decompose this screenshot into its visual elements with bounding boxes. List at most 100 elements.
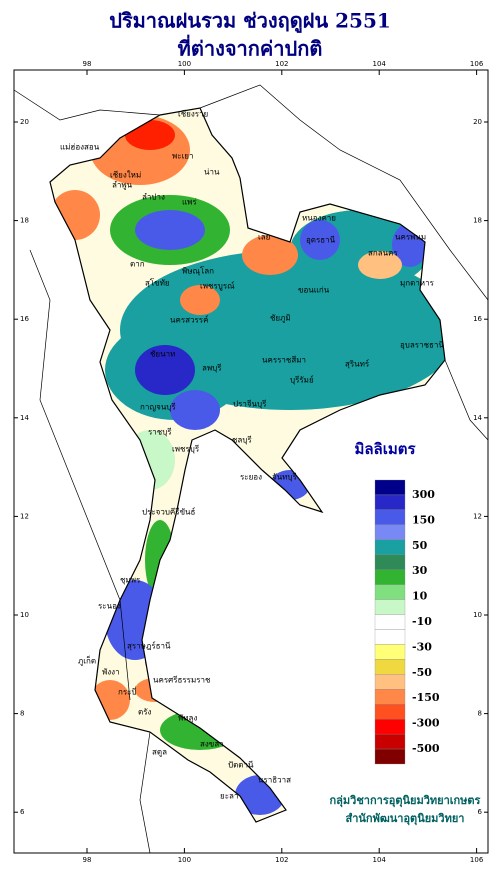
province: ชลบุรี [232, 436, 252, 445]
lon-tick-label: 98 [83, 60, 92, 68]
lat-tick-label: 16 [20, 315, 29, 323]
legend-label: -10 [412, 615, 432, 628]
legend-label: -150 [412, 691, 440, 704]
legend-swatch [374, 569, 406, 585]
lon-tick-label: 102 [275, 856, 288, 864]
lat-tick-label: 20 [20, 118, 29, 126]
province: แม่ฮ่องสอน [60, 143, 100, 152]
province: ปราจีนบุรี [233, 400, 267, 409]
lat-tick-label: 20 [473, 118, 482, 126]
lat-tick-label: 18 [473, 217, 482, 225]
province: จันทบุรี [272, 473, 298, 482]
legend-swatch [374, 614, 406, 630]
legend: 300 150 50 30 10 -10 -30 -50 -150 -300 -500 [374, 479, 440, 765]
province: สกลนคร [368, 249, 398, 258]
province: ภูเก็ต [78, 656, 96, 667]
legend-swatch [374, 479, 406, 496]
legend-swatch [374, 494, 406, 511]
lat-tick-label: 14 [20, 414, 29, 422]
province: ประจวบคีรีขันธ์ [142, 507, 196, 517]
province: เชียงราย [178, 110, 208, 119]
legend-swatch [374, 659, 406, 675]
province: สุรินทร์ [345, 359, 370, 369]
legend-swatch [374, 554, 406, 570]
lat-tick-label: 6 [20, 808, 25, 816]
legend-swatch [374, 599, 406, 615]
legend-swatch [374, 524, 406, 540]
province: กระบี่ [118, 686, 137, 697]
province: ชัยภูมิ [270, 314, 291, 324]
lon-tick-label: 100 [178, 856, 191, 864]
lat-tick-label: 6 [478, 808, 483, 816]
province: สุราษฎร์ธานี [127, 641, 171, 651]
province: น่าน [204, 168, 220, 177]
province: แพร่ [182, 198, 197, 207]
province: ระยอง [240, 473, 262, 482]
province: ลำพูน [112, 181, 133, 191]
province: ตาก [130, 260, 145, 269]
neighbor-borders [13, 84, 489, 854]
lon-tick-label: 106 [470, 60, 484, 68]
province: เชียงใหม่ [110, 171, 141, 180]
lon-tick-label: 104 [373, 856, 387, 864]
province: ลพบุรี [202, 364, 222, 373]
province: พังงา [102, 668, 120, 677]
province: อุบลราชธานี [400, 341, 444, 350]
province: อุดรธานี [306, 236, 336, 245]
province: เพชรบูรณ์ [200, 281, 235, 292]
lat-tick-label: 12 [20, 512, 29, 520]
province: นครพนม [395, 233, 426, 242]
province: มุกดาหาร [400, 279, 435, 288]
province: นครสวรรค์ [170, 315, 208, 325]
province: ลำปาง [142, 193, 165, 202]
lon-tick-label: 100 [178, 60, 191, 68]
lon-tick-label: 102 [275, 60, 288, 68]
lat-tick-label: 12 [473, 512, 482, 520]
province: ชุมพร [120, 576, 141, 585]
legend-swatch [374, 629, 406, 645]
province: บุรีรัมย์ [290, 375, 314, 385]
lon-tick-label: 104 [373, 60, 387, 68]
legend-swatch [374, 644, 406, 660]
credit: สำนักพัฒนาอุตุนิยมวิทยา [346, 812, 465, 826]
legend-label: 30 [412, 564, 428, 577]
lat-tick-label: 10 [20, 611, 29, 619]
title: ปริมาณฝนรวม ช่วงฤดูฝน 2551 [109, 9, 391, 35]
province: ระนอง [98, 602, 121, 611]
credit: กลุ่มวิชาการอุตุนิยมวิทยาเกษตร [330, 794, 481, 808]
province: เพชรบุรี [172, 445, 200, 454]
legend-label: 300 [412, 488, 435, 501]
province: ปัตตานี [228, 761, 254, 770]
province: สตูล [152, 748, 167, 758]
legend-swatch [374, 689, 406, 705]
lat-tick-label: 8 [20, 710, 24, 718]
province: นราธิวาส [258, 776, 291, 785]
legend-label: 50 [412, 539, 428, 552]
lat-tick-label: 14 [473, 414, 482, 422]
legend-title: มิลลิเมตร [354, 440, 416, 458]
province: หนองคาย [302, 214, 336, 223]
province-labels: เชียงราย พะเยา น่าน แม่ฮ่องสอน เชียงใหม่… [60, 110, 444, 801]
lon-tick-label: 106 [470, 856, 484, 864]
legend-swatch [374, 704, 406, 720]
lat-tick-label: 18 [20, 217, 29, 225]
province: กาญจนบุรี [140, 403, 176, 412]
province: พิษณุโลก [182, 266, 214, 276]
lat-tick-label: 10 [473, 611, 482, 619]
lat-tick-label: 16 [473, 315, 482, 323]
province: พัทลุง [178, 714, 197, 723]
province: ยะลา [220, 792, 238, 801]
province: สุโขทัย [145, 278, 170, 288]
province: ขอนแก่น [298, 286, 330, 295]
legend-label: -500 [412, 742, 440, 755]
province: นครศรีธรรมราช [153, 676, 211, 685]
lon-tick-label: 98 [83, 856, 92, 864]
legend-swatch [374, 733, 406, 750]
province: เลย [258, 233, 270, 242]
province: ราชบุรี [148, 428, 172, 437]
subtitle: ที่ต่างจากค่าปกติ [178, 34, 323, 61]
province: ชัยนาท [150, 350, 175, 359]
legend-swatch [374, 509, 406, 525]
legend-label: 150 [412, 513, 435, 526]
